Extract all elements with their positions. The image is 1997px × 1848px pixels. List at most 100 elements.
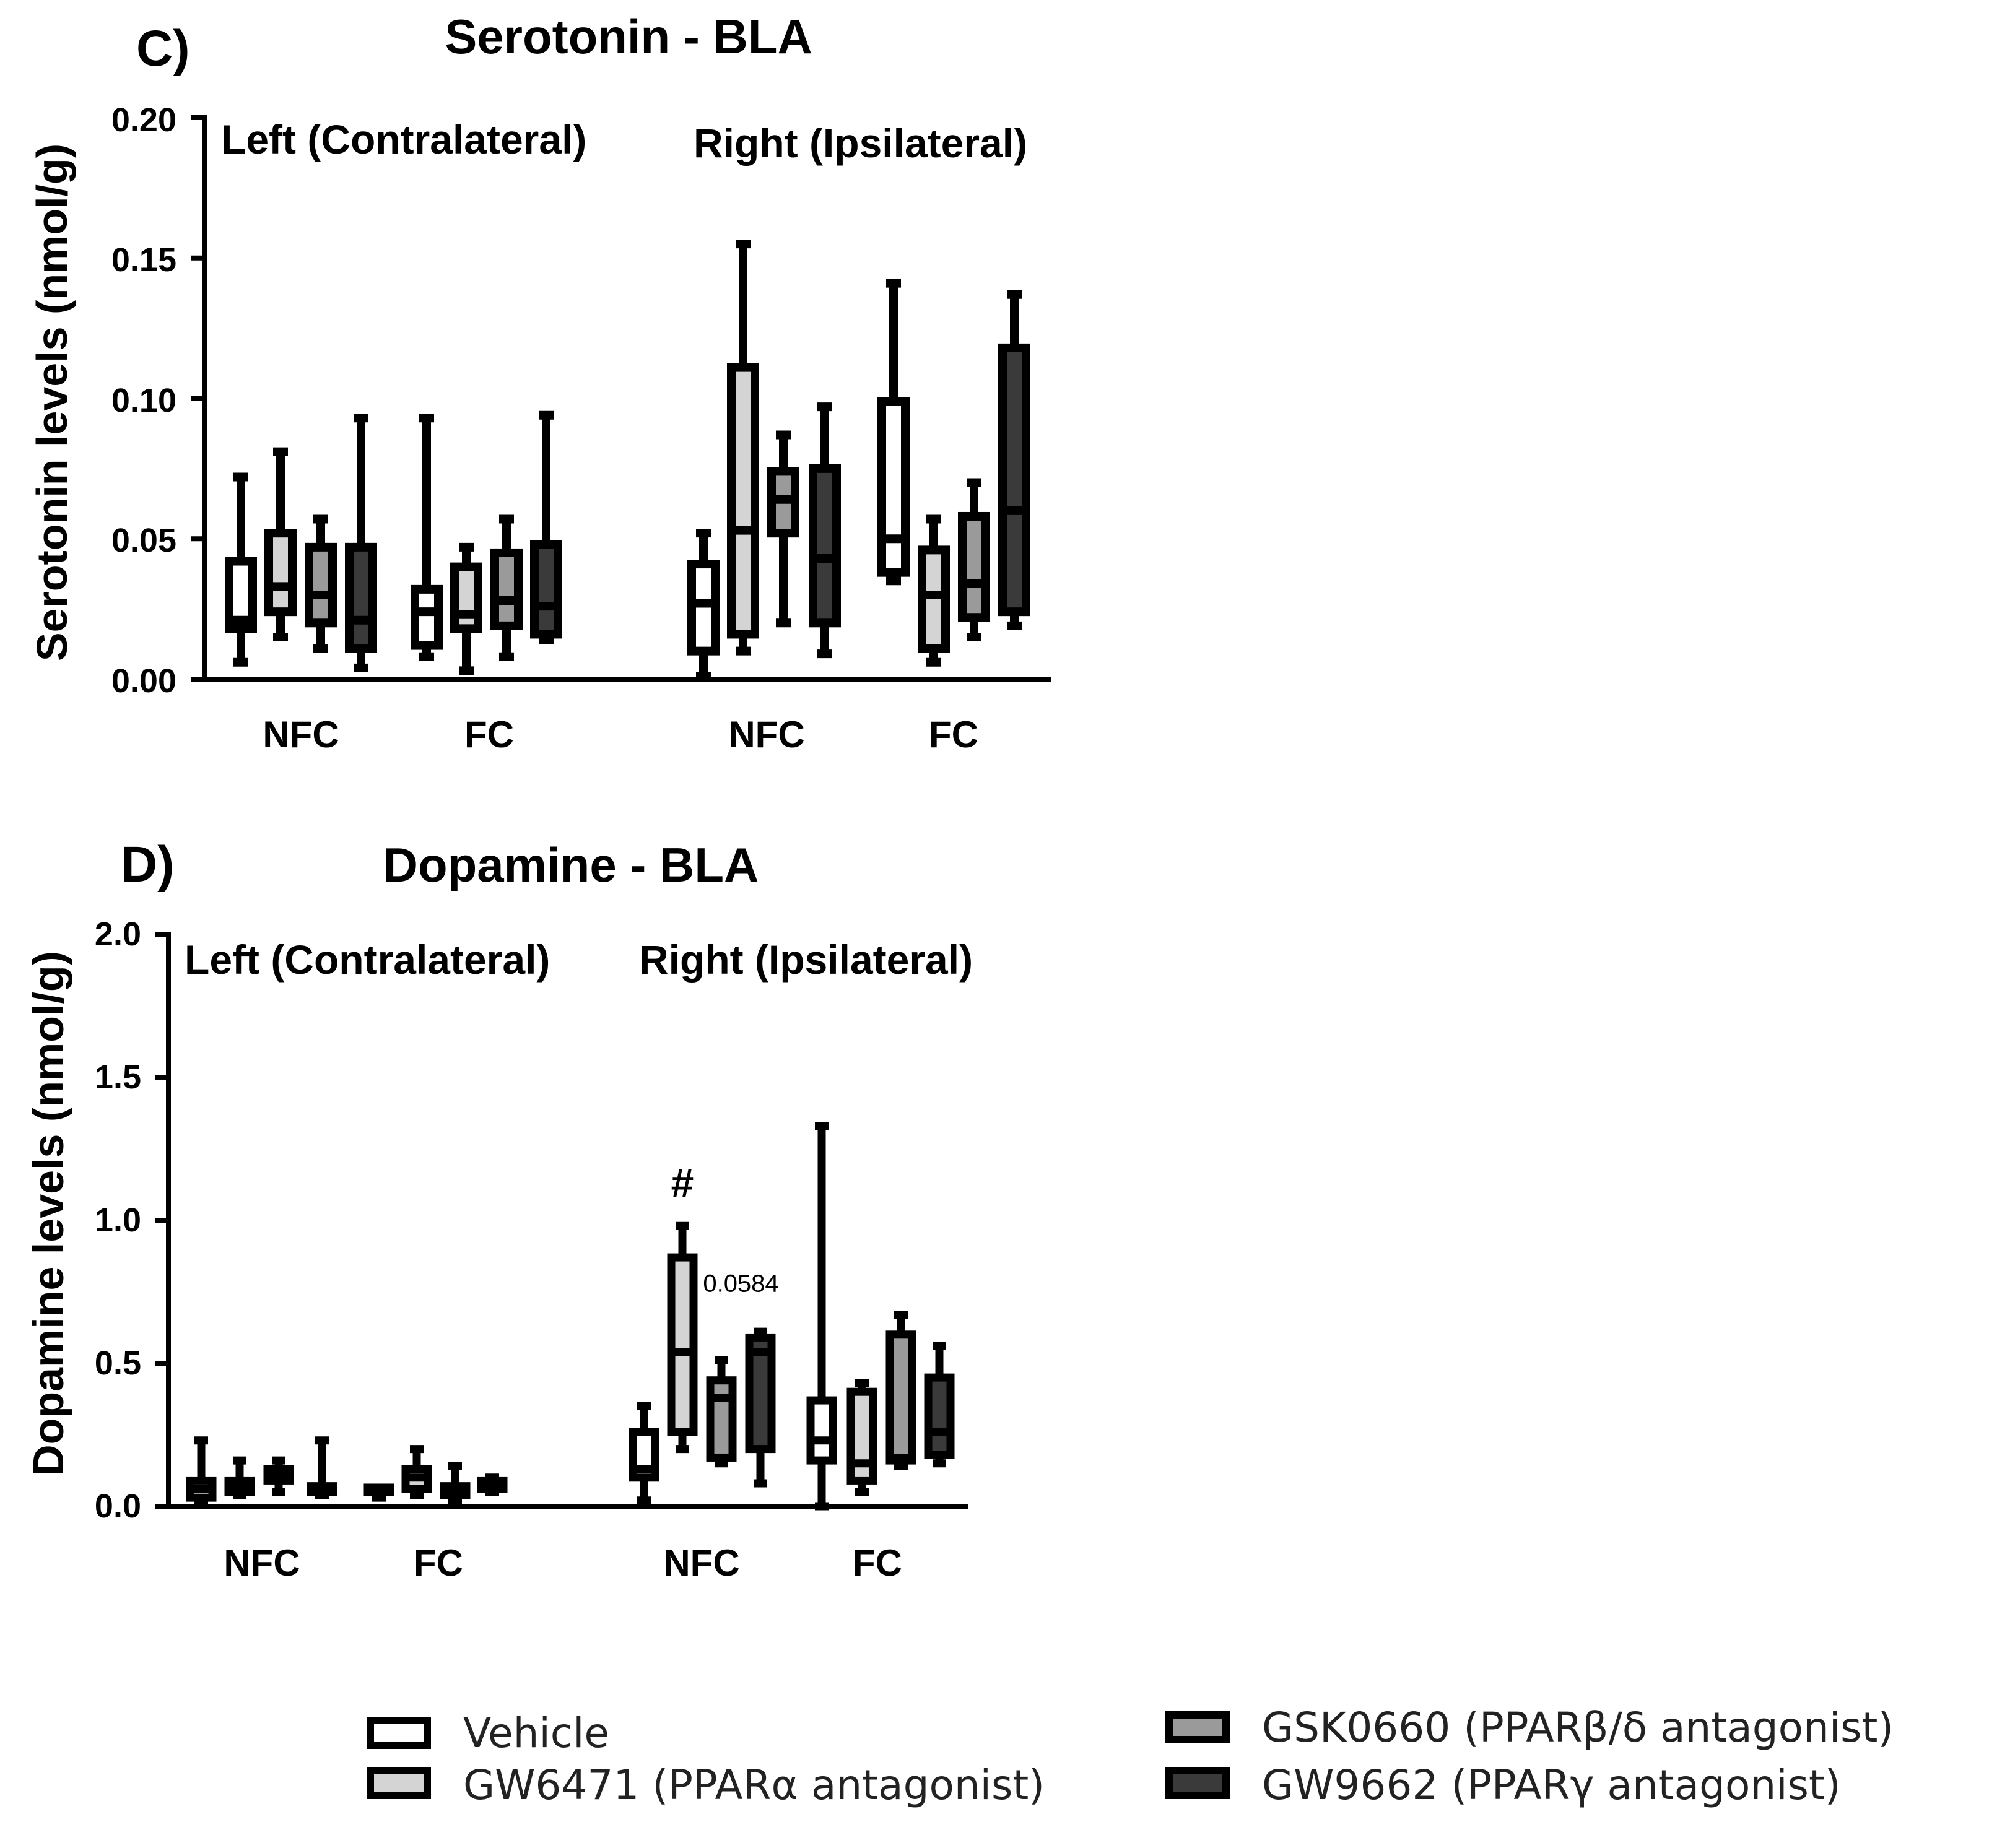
panel-d-side-right: Right (Ipsilateral) — [639, 937, 973, 983]
panel-c-ylabel: Serotonin levels (nmol/g) — [28, 144, 76, 661]
box-iqr — [958, 511, 990, 622]
box-gw9662 — [998, 290, 1030, 630]
panel-d-xlabels: NFC FC NFC FC — [224, 1542, 902, 1584]
ytick-label: 0.15 — [111, 241, 176, 279]
significance-mark: # — [671, 1160, 694, 1206]
box-iqr — [345, 542, 377, 653]
box-vehicle — [806, 1122, 837, 1511]
box-gsk0660 — [490, 514, 523, 661]
box-gsk0660 — [958, 478, 990, 641]
ytick-label: 0.0 — [95, 1488, 141, 1525]
box-gw6471 — [727, 240, 759, 656]
legend-item-gw6471: GW6471 (PPARα antagonist) — [367, 1761, 1045, 1809]
box-gsk0660 — [885, 1310, 916, 1470]
ytick-label: 0.00 — [111, 662, 176, 700]
box-vehicle — [363, 1483, 394, 1502]
panel-c-title: Serotonin - BLA — [445, 9, 812, 64]
box-gw6471 — [264, 447, 297, 641]
ytick-label: 0.10 — [111, 382, 176, 419]
box-gw6471 — [450, 542, 482, 675]
panel-d: D) Dopamine - BLA Dopamine levels (nmol/… — [24, 836, 973, 1584]
box-vehicle — [877, 279, 910, 586]
group-label: FC — [853, 1542, 902, 1584]
box-iqr — [530, 540, 562, 639]
box-iqr — [727, 363, 759, 639]
panel-d-label: D) — [121, 836, 175, 893]
box-vehicle — [411, 414, 443, 661]
box-gsk0660 — [767, 430, 799, 628]
panel-c-label: C) — [136, 20, 190, 77]
legend-item-gw9662: GW9662 (PPARγ antagonist) — [1165, 1761, 1841, 1809]
box-vehicle — [225, 472, 257, 667]
ytick-label: 1.5 — [95, 1059, 141, 1096]
box-iqr — [806, 1396, 837, 1465]
group-label: FC — [929, 714, 978, 755]
box-vehicle — [629, 1402, 659, 1505]
box-vehicle — [186, 1436, 217, 1505]
box-gsk0660 — [305, 514, 337, 653]
box-gw6471 — [224, 1456, 255, 1499]
panel-c-yticks: 0.00 0.05 0.10 0.15 0.20 — [111, 102, 176, 700]
box-iqr — [924, 1373, 955, 1459]
box-iqr — [450, 562, 482, 633]
panel-c-xlabels: NFC FC NFC FC — [263, 714, 978, 755]
ytick-label: 1.0 — [95, 1202, 141, 1239]
legend-item-vehicle: Vehicle — [367, 1709, 609, 1757]
box-gw6471 — [401, 1445, 432, 1499]
box-iqr — [667, 1253, 698, 1436]
legend-swatch-vehicle — [367, 1717, 431, 1749]
group-label: NFC — [663, 1542, 739, 1584]
box-iqr — [411, 584, 443, 650]
panel-d-side-left: Left (Contralateral) — [185, 937, 550, 983]
group-label: NFC — [263, 714, 339, 755]
box-gw9662 — [307, 1436, 337, 1499]
ytick-label: 0.20 — [111, 102, 176, 139]
box-gw9662 — [745, 1327, 776, 1488]
box-iqr — [490, 548, 523, 630]
box-gsk0660 — [706, 1356, 737, 1468]
box-gw9662 — [477, 1473, 508, 1496]
box-gsk0660 — [263, 1456, 294, 1496]
legend-item-gsk0660: GSK0660 (PPARβ/δ antagonist) — [1165, 1704, 1894, 1751]
box-gw9662 — [530, 410, 562, 644]
legend-label: GW9662 (PPARγ antagonist) — [1262, 1761, 1841, 1809]
legend: Vehicle GW6471 (PPARα antagonist) GSK066… — [367, 1704, 1894, 1809]
box-iqr — [885, 1330, 916, 1465]
ytick-label: 0.05 — [111, 522, 176, 559]
panel-c-side-left: Left (Contralateral) — [221, 116, 586, 162]
legend-label: GSK0660 (PPARβ/δ antagonist) — [1262, 1704, 1894, 1751]
box-vehicle — [687, 529, 720, 681]
panel-d-plot: #0.0584 — [155, 932, 968, 1511]
legend-swatch-gw9662 — [1165, 1767, 1230, 1799]
box-gw9662 — [809, 402, 841, 659]
legend-label: Vehicle — [463, 1709, 609, 1757]
legend-swatch-gsk0660 — [1165, 1711, 1230, 1743]
box-iqr — [998, 343, 1030, 617]
legend-label: GW6471 (PPARα antagonist) — [463, 1761, 1045, 1809]
ytick-label: 2.0 — [95, 916, 141, 953]
box-gw6471 — [918, 514, 950, 667]
box-iqr — [305, 542, 337, 628]
panel-d-yticks: 0.0 0.5 1.0 1.5 2.0 — [95, 916, 141, 1525]
box-gsk0660 — [440, 1462, 471, 1505]
ytick-label: 0.5 — [95, 1345, 141, 1382]
panel-d-title: Dopamine - BLA — [383, 838, 759, 892]
box-gw9662 — [345, 414, 377, 672]
box-iqr — [706, 1376, 737, 1462]
box-iqr — [264, 529, 297, 617]
panel-c-side-right: Right (Ipsilateral) — [694, 120, 1027, 166]
group-label: FC — [464, 714, 514, 755]
box-iqr — [877, 397, 910, 577]
panel-c: C) Serotonin - BLA Serotonin levels (nmo… — [28, 9, 1051, 755]
legend-swatch-gw6471 — [367, 1767, 431, 1799]
p-value-annotation: 0.0584 — [703, 1270, 778, 1298]
panel-c-plot — [191, 115, 1051, 682]
group-label: NFC — [224, 1542, 300, 1584]
box-gw6471 — [667, 1221, 698, 1454]
box-iqr — [745, 1333, 776, 1454]
box-gw9662 — [924, 1342, 955, 1468]
box-iqr — [809, 464, 841, 628]
panel-d-ylabel: Dopamine levels (nmol/g) — [24, 951, 72, 1476]
group-label: NFC — [728, 714, 804, 755]
